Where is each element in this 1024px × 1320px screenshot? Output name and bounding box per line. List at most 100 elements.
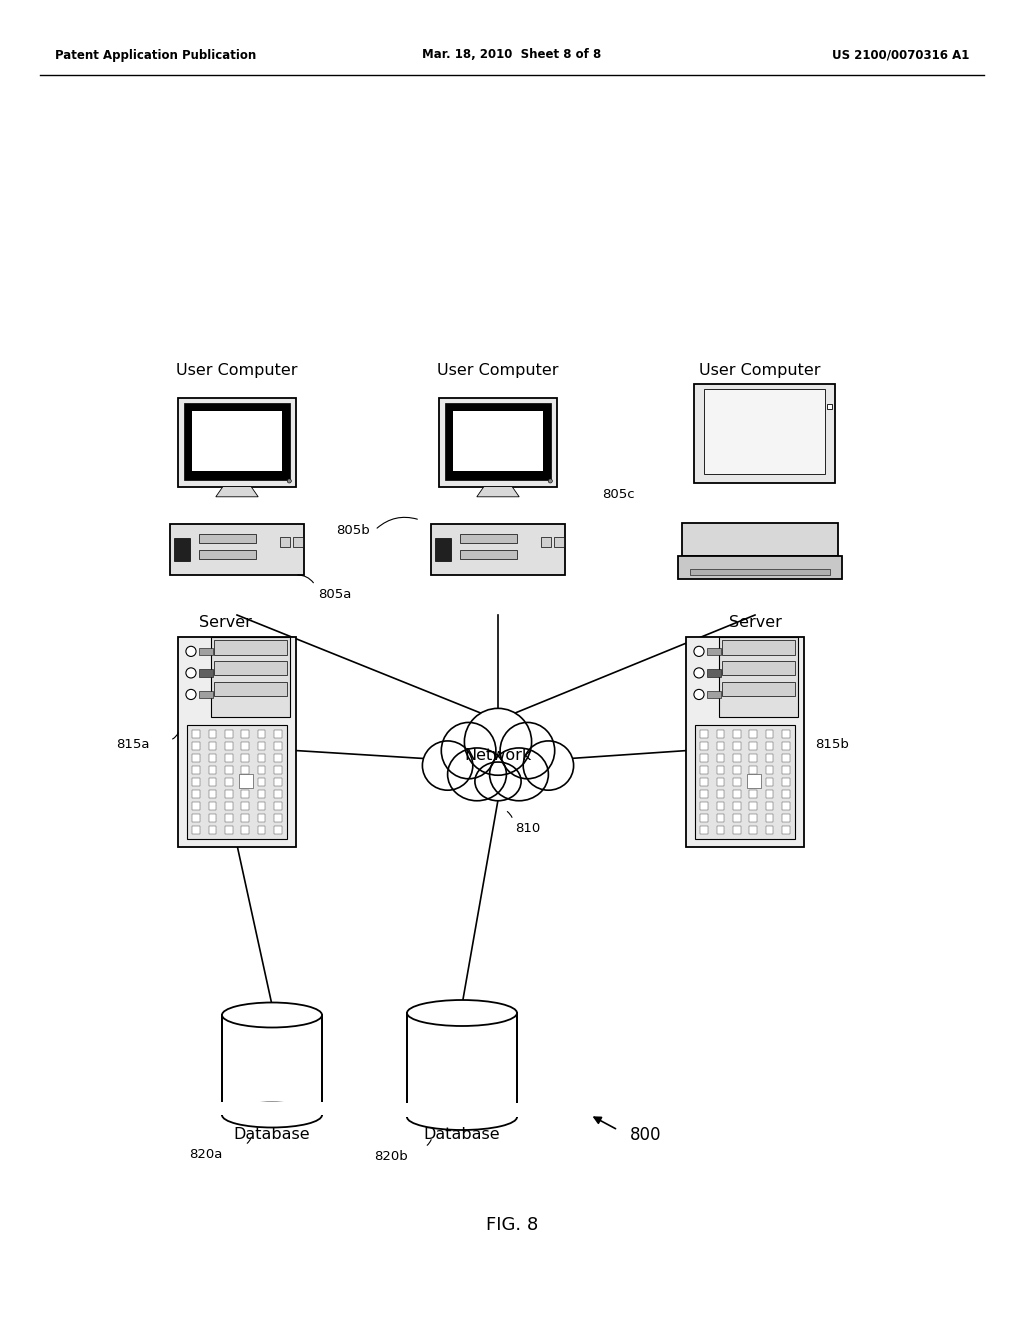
FancyBboxPatch shape	[733, 814, 740, 821]
Text: 805b: 805b	[336, 524, 370, 536]
FancyBboxPatch shape	[750, 777, 757, 785]
Text: User Computer: User Computer	[176, 363, 298, 378]
FancyBboxPatch shape	[174, 537, 190, 561]
Ellipse shape	[447, 748, 507, 801]
FancyBboxPatch shape	[461, 549, 517, 558]
FancyBboxPatch shape	[225, 730, 232, 738]
FancyBboxPatch shape	[733, 789, 740, 797]
FancyBboxPatch shape	[750, 803, 757, 809]
FancyBboxPatch shape	[766, 826, 773, 834]
Circle shape	[694, 647, 705, 656]
Text: User Computer: User Computer	[699, 363, 821, 378]
FancyBboxPatch shape	[209, 754, 216, 762]
FancyBboxPatch shape	[782, 803, 790, 809]
FancyBboxPatch shape	[700, 814, 709, 821]
FancyBboxPatch shape	[225, 826, 232, 834]
FancyBboxPatch shape	[722, 681, 795, 696]
Text: User Computer: User Computer	[437, 363, 559, 378]
FancyBboxPatch shape	[193, 789, 200, 797]
FancyBboxPatch shape	[193, 777, 200, 785]
FancyBboxPatch shape	[193, 826, 200, 834]
FancyBboxPatch shape	[733, 766, 740, 774]
Circle shape	[287, 479, 292, 483]
FancyBboxPatch shape	[258, 803, 265, 809]
Ellipse shape	[500, 722, 555, 779]
FancyBboxPatch shape	[242, 789, 249, 797]
Polygon shape	[222, 1015, 322, 1115]
FancyBboxPatch shape	[258, 814, 265, 821]
FancyBboxPatch shape	[273, 766, 282, 774]
Polygon shape	[406, 1104, 518, 1117]
FancyBboxPatch shape	[733, 742, 740, 750]
FancyBboxPatch shape	[700, 766, 709, 774]
FancyBboxPatch shape	[766, 777, 773, 785]
FancyBboxPatch shape	[694, 384, 835, 483]
FancyBboxPatch shape	[214, 681, 287, 696]
FancyBboxPatch shape	[782, 826, 790, 834]
Ellipse shape	[423, 741, 473, 791]
FancyBboxPatch shape	[717, 730, 724, 738]
FancyBboxPatch shape	[766, 803, 773, 809]
FancyBboxPatch shape	[193, 766, 200, 774]
FancyBboxPatch shape	[209, 777, 216, 785]
FancyBboxPatch shape	[225, 777, 232, 785]
FancyBboxPatch shape	[242, 826, 249, 834]
FancyBboxPatch shape	[273, 789, 282, 797]
FancyBboxPatch shape	[766, 730, 773, 738]
FancyBboxPatch shape	[193, 730, 200, 738]
FancyBboxPatch shape	[733, 730, 740, 738]
FancyBboxPatch shape	[258, 730, 265, 738]
Ellipse shape	[489, 748, 549, 801]
FancyBboxPatch shape	[782, 777, 790, 785]
FancyBboxPatch shape	[439, 399, 557, 487]
Polygon shape	[477, 487, 519, 496]
FancyBboxPatch shape	[187, 725, 287, 838]
Text: 815a: 815a	[117, 738, 150, 751]
Ellipse shape	[440, 719, 556, 799]
FancyBboxPatch shape	[193, 754, 200, 762]
Ellipse shape	[441, 722, 496, 779]
FancyBboxPatch shape	[214, 640, 287, 655]
FancyBboxPatch shape	[700, 826, 709, 834]
FancyBboxPatch shape	[242, 777, 249, 785]
FancyBboxPatch shape	[225, 803, 232, 809]
FancyBboxPatch shape	[225, 766, 232, 774]
FancyBboxPatch shape	[700, 730, 709, 738]
Text: Patent Application Publication: Patent Application Publication	[55, 49, 256, 62]
FancyBboxPatch shape	[225, 814, 232, 821]
FancyBboxPatch shape	[554, 537, 564, 546]
Text: 805a: 805a	[318, 587, 351, 601]
FancyBboxPatch shape	[273, 826, 282, 834]
FancyBboxPatch shape	[766, 814, 773, 821]
Text: Database: Database	[233, 1127, 310, 1142]
FancyBboxPatch shape	[703, 389, 825, 474]
Text: 810: 810	[515, 822, 541, 836]
FancyBboxPatch shape	[273, 754, 282, 762]
FancyBboxPatch shape	[242, 803, 249, 809]
Circle shape	[694, 689, 705, 700]
FancyBboxPatch shape	[700, 789, 709, 797]
FancyBboxPatch shape	[690, 569, 830, 574]
Ellipse shape	[222, 1002, 322, 1027]
Text: 820a: 820a	[188, 1148, 222, 1162]
FancyBboxPatch shape	[242, 766, 249, 774]
FancyBboxPatch shape	[200, 549, 256, 558]
FancyBboxPatch shape	[766, 766, 773, 774]
Circle shape	[694, 668, 705, 678]
FancyBboxPatch shape	[700, 803, 709, 809]
FancyBboxPatch shape	[242, 814, 249, 821]
FancyBboxPatch shape	[193, 412, 282, 471]
FancyBboxPatch shape	[242, 730, 249, 738]
FancyBboxPatch shape	[733, 754, 740, 762]
FancyBboxPatch shape	[750, 826, 757, 834]
FancyBboxPatch shape	[200, 690, 213, 698]
FancyBboxPatch shape	[258, 777, 265, 785]
FancyBboxPatch shape	[826, 404, 831, 409]
FancyBboxPatch shape	[444, 403, 551, 480]
FancyBboxPatch shape	[782, 730, 790, 738]
Text: Server: Server	[728, 615, 781, 630]
FancyBboxPatch shape	[750, 742, 757, 750]
FancyBboxPatch shape	[782, 789, 790, 797]
FancyBboxPatch shape	[200, 669, 213, 677]
FancyBboxPatch shape	[258, 789, 265, 797]
